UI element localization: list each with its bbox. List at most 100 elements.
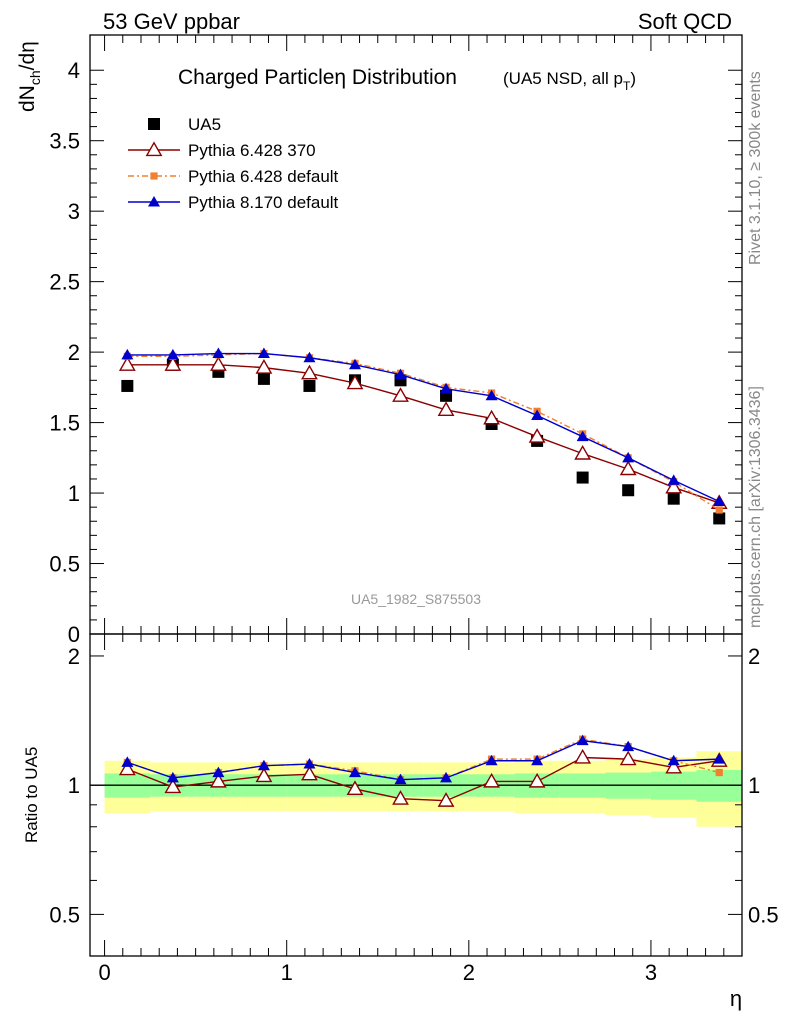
legend-label: Pythia 6.428 370: [188, 141, 316, 160]
data-point-main: [301, 364, 318, 380]
data-point-ratio: [437, 792, 455, 807]
data-point-main: [166, 348, 179, 360]
data-point-ratio: [257, 759, 270, 771]
data-point-ratio: [166, 771, 179, 783]
data-point-main: [619, 460, 637, 476]
data-point-main: [713, 512, 726, 525]
data-point-main: [346, 374, 364, 390]
y-tick-label-main: 0.5: [49, 552, 80, 577]
y-tick-label-ratio: 0.5: [49, 902, 80, 927]
main-panel: 0 0.5 1 1.5 2 2.5 3 3.5 4: [49, 34, 743, 647]
data-point-ratio: [619, 750, 637, 766]
x-axis-label: η: [730, 986, 742, 1011]
series-line-main: [127, 352, 720, 503]
chart-subtitle-main: (UA5 NSD, all p: [503, 69, 623, 88]
series-ratio-3: [121, 734, 726, 785]
data-point-main: [303, 379, 316, 392]
data-point-ratio: [531, 754, 544, 766]
data-point-main: [394, 368, 407, 380]
data-point-main: [715, 506, 723, 514]
ratio-plot-content: [90, 734, 742, 827]
x-tick-label: 0: [98, 960, 110, 985]
ratio-frame: [89, 633, 743, 957]
ratio-panel: 0.5 0.5 1 1 2 2 0 1 2 3: [49, 633, 779, 985]
data-point-ratio: [667, 754, 680, 766]
data-point-ratio: [483, 772, 500, 788]
data-point-ratio: [346, 780, 364, 796]
data-point-ratio: [118, 760, 136, 776]
ratio-axes: 0.5 0.5 1 1 2 2 0 1 2 3: [49, 634, 779, 985]
legend-item-3: Pythia 8.170 default: [128, 193, 339, 212]
y-tick-label-main: 1: [68, 481, 80, 506]
data-point-ratio: [212, 766, 225, 778]
chart-title: Charged Particleη Distribution: [178, 66, 457, 89]
data-point-ratio: [121, 756, 134, 767]
data-point-main: [622, 484, 635, 497]
series-line-ratio: [127, 756, 720, 802]
data-point-ratio: [348, 766, 361, 778]
data-point-ratio: [715, 768, 723, 777]
chart-subtitle: (UA5 NSD, all pT): [503, 69, 636, 93]
series-line-main: [127, 352, 720, 511]
header-right-label: Soft QCD: [638, 9, 732, 34]
data-point-main: [622, 451, 635, 463]
y-tick-label-main: 2: [68, 340, 80, 365]
y-tick-label-main: 3.5: [49, 129, 80, 154]
watermark-label: UA5_1982_S875503: [351, 591, 481, 607]
y-tick-label-ratio-right: 0.5: [748, 902, 779, 927]
legend-marker: [150, 172, 158, 180]
y-axis-label-main-sub: ch: [27, 70, 43, 85]
data-point-main: [576, 471, 589, 484]
chart-subtitle-end: ): [630, 69, 636, 88]
y-tick-label-main: 3: [68, 199, 80, 224]
data-point-ratio: [622, 740, 635, 752]
data-point-ratio: [392, 790, 409, 805]
data-point-ratio: [485, 754, 498, 766]
legend-marker: [145, 141, 163, 157]
y-tick-label-ratio-right: 1: [748, 773, 760, 798]
data-point-main: [576, 430, 589, 442]
x-tick-label: 1: [281, 960, 293, 985]
data-point-main: [303, 351, 316, 363]
data-point-main: [392, 387, 409, 402]
x-tick-label: 3: [645, 960, 657, 985]
data-point-ratio: [301, 765, 318, 781]
data-point-main: [255, 359, 273, 374]
data-point-ratio: [713, 753, 726, 764]
data-point-ratio: [209, 772, 227, 788]
data-point-main: [531, 409, 544, 421]
legend-label: Pythia 6.428 default: [188, 167, 339, 186]
data-point-main: [209, 356, 227, 371]
data-point-main: [483, 409, 500, 425]
data-point-main: [257, 372, 270, 385]
y-tick-label-ratio-right: 2: [748, 644, 760, 669]
data-point-main: [713, 495, 726, 507]
data-point-ratio: [574, 748, 592, 764]
chart-subtitle-sub: T: [623, 79, 631, 93]
data-point-main: [348, 358, 361, 370]
series-main-0: [121, 358, 726, 525]
y-tick-label-main: 1.5: [49, 411, 80, 436]
y-tick-label-ratio: 1: [68, 773, 80, 798]
series-line-main: [127, 364, 720, 504]
data-point-main: [257, 347, 270, 359]
legend-item-1: Pythia 6.428 370: [128, 141, 316, 160]
y-tick-label-main: 4: [68, 58, 80, 83]
legend-item-2: Pythia 6.428 default: [128, 167, 339, 186]
series-line-ratio: [127, 739, 720, 781]
data-point-main: [121, 348, 134, 360]
rivet-version-label: Rivet 3.1.10, ≥ 300k events: [747, 71, 764, 265]
data-point-main: [212, 347, 225, 359]
legend-label: UA5: [188, 115, 221, 134]
y-axis-label-main-base: dN: [16, 85, 39, 112]
data-point-main: [440, 382, 453, 394]
main-plot-content: [118, 347, 728, 525]
data-point-main: [528, 428, 546, 443]
y-axis-label-main-end: /dη: [16, 41, 39, 70]
data-point-main: [665, 478, 683, 494]
data-point-ratio: [164, 778, 182, 794]
legend-marker: [148, 196, 160, 207]
data-point-ratio: [440, 771, 453, 783]
y-tick-label-main: 0: [68, 622, 80, 647]
